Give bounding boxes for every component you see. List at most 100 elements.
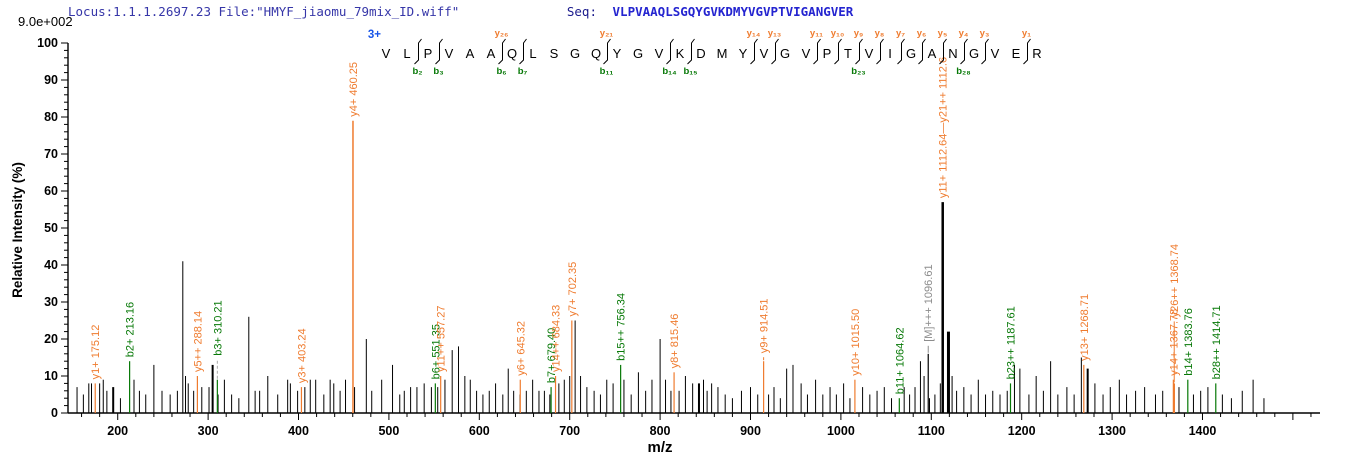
residue-letter: V <box>991 46 1000 61</box>
y-ion-label: y₇ <box>896 28 905 39</box>
residue-letter: E <box>1012 46 1021 61</box>
cut-mark <box>687 38 695 65</box>
peak-label: y8+ 815.46 <box>669 314 681 369</box>
b-ion-label: b₇ <box>518 66 528 77</box>
b-ion-label: b₂₈ <box>956 66 970 77</box>
cut-mark <box>603 38 611 65</box>
y-ion-label: y₃ <box>980 28 990 39</box>
cut-mark <box>435 38 443 65</box>
peak-label: y26++ 1368.74 <box>1169 244 1181 317</box>
y-tick-label: 0 <box>51 406 58 420</box>
y-axis-title: Relative Intensity (%) <box>10 162 25 298</box>
peak-label: y11++ 557.27 <box>436 306 448 372</box>
peak-label: b6+ 551.35 <box>430 324 442 379</box>
x-tick-label: 1400 <box>1189 424 1217 438</box>
residue-letter: V <box>445 46 454 61</box>
y-ion-label: y₈ <box>875 28 885 39</box>
residue-letter: V <box>802 46 811 61</box>
cut-mark <box>666 38 674 65</box>
cut-mark <box>876 38 884 65</box>
residue-letter: V <box>865 46 874 61</box>
max-intensity-label: 9.0e+002 <box>18 14 73 29</box>
x-tick-label: 400 <box>288 424 309 438</box>
residue-letter: G <box>633 46 643 61</box>
y-ion-label: y₁₄ <box>747 28 761 39</box>
peak-label: b14+ 1383.76 <box>1183 308 1195 376</box>
y-ion-label: y₆ <box>917 28 927 39</box>
y-ion-label: y₂₆ <box>495 28 509 39</box>
y-ion-label: y₁₀ <box>831 28 845 39</box>
y-ion-label: y₉ <box>854 28 864 39</box>
residue-letter: K <box>676 46 685 61</box>
cut-mark <box>519 38 527 65</box>
peak-label: b11+ 1064.62 <box>894 327 906 394</box>
y-ion-label: y₁₁ <box>810 28 823 39</box>
x-tick-label: 900 <box>740 424 761 438</box>
residue-letter: P <box>823 46 832 61</box>
peaks <box>76 120 1265 413</box>
residue-letter: G <box>570 46 580 61</box>
peak-label: b15++ 756.34 <box>616 293 628 361</box>
peak-label: b3+ 310.21 <box>212 300 224 355</box>
x-tick-label: 1300 <box>1098 424 1126 438</box>
peak-label: y13+ 1268.71 <box>1079 294 1091 361</box>
residue-letter: G <box>906 46 916 61</box>
x-tick-label: 600 <box>469 424 490 438</box>
x-axis: 200 300 400 500 600 700 800 900 1000 1100 1200 1300… <box>68 412 1320 456</box>
cut-mark <box>981 38 989 65</box>
residue-letter: A <box>487 46 496 61</box>
cut-mark <box>813 38 821 65</box>
seq-label: Seq: <box>566 4 597 19</box>
peak-label: [M]+++ 1096.61 <box>923 264 935 341</box>
y-tick-label: 20 <box>44 332 58 346</box>
peak-labels: y1+ 175.12 b2+ 213.16 y5++ 288.14 b3+ 310.2… <box>90 57 1223 394</box>
peak-label: y7+ 702.35 <box>567 262 579 317</box>
residue-letter: Y <box>613 46 622 61</box>
x-tick-label: 300 <box>198 424 219 438</box>
peak-label: b23++ 1187.61 <box>1005 306 1017 379</box>
residue-letter: M <box>717 46 728 61</box>
cut-mark <box>750 38 758 65</box>
cut-mark <box>939 38 947 65</box>
cut-mark <box>414 38 422 65</box>
residue-letter: V <box>382 46 391 61</box>
y-tick-label: 40 <box>44 258 58 272</box>
y-tick-label: 10 <box>44 369 58 383</box>
peptide-sequence-text: VLPVAAQLSGQYGVKDMYVGVPTVIGANGVER <box>612 4 854 19</box>
x-tick-label: 800 <box>650 424 671 438</box>
b-ion-label: b₂₃ <box>851 66 865 77</box>
peak-label: y11+ 1112.64—y21++ 1112.6 <box>938 57 950 198</box>
residue-letter: N <box>948 46 957 61</box>
b-ion-label: b₁₄ <box>662 66 677 77</box>
sequence-ladder: V L P V A A Q L S G Q Y G V K D M Y V G V P T V I G A N G V E Rb₂ b₃y₂₆b… <box>368 28 1042 77</box>
peak-label: y9+ 914.51 <box>759 298 771 353</box>
y-ion-label: y₅ <box>938 28 948 39</box>
peak-label: b2+ 213.16 <box>125 302 137 357</box>
cut-mark <box>498 38 506 65</box>
peak-label: b28++ 1414.71 <box>1211 305 1223 379</box>
residue-letter: R <box>1032 46 1041 61</box>
x-tick-label: 700 <box>559 424 580 438</box>
peak-label: y3+ 403.24 <box>296 328 308 383</box>
b-ion-label: b₂ <box>412 66 422 77</box>
residue-letter: S <box>550 46 559 61</box>
x-tick-label: 200 <box>107 424 128 438</box>
y-ion-label: y₁₃ <box>768 28 782 39</box>
b-ion-label: b₆ <box>496 66 506 77</box>
residue-letter: P <box>424 46 433 61</box>
residue-letter: T <box>844 46 852 61</box>
header-bar: Locus:1.1.1.2697.23 File:"HMYF_jiaomu_79… <box>68 4 1358 19</box>
b-ion-label: b₁₁ <box>600 66 614 77</box>
residue-letter: Q <box>507 46 517 61</box>
cut-mark <box>897 38 905 65</box>
residue-letter: G <box>780 46 790 61</box>
peak-label: y4+ 460.25 <box>348 62 360 117</box>
peak-label: y10+ 1015.50 <box>850 309 862 376</box>
y-ion-label: y₄ <box>959 28 969 39</box>
x-tick-label: 1200 <box>1008 424 1036 438</box>
residue-letter: A <box>466 46 475 61</box>
peak-label: y6+ 645.32 <box>515 321 527 376</box>
y-axis: 0 10 20 30 40 50 60 70 80 90 100 Relative Intensity… <box>10 36 69 420</box>
